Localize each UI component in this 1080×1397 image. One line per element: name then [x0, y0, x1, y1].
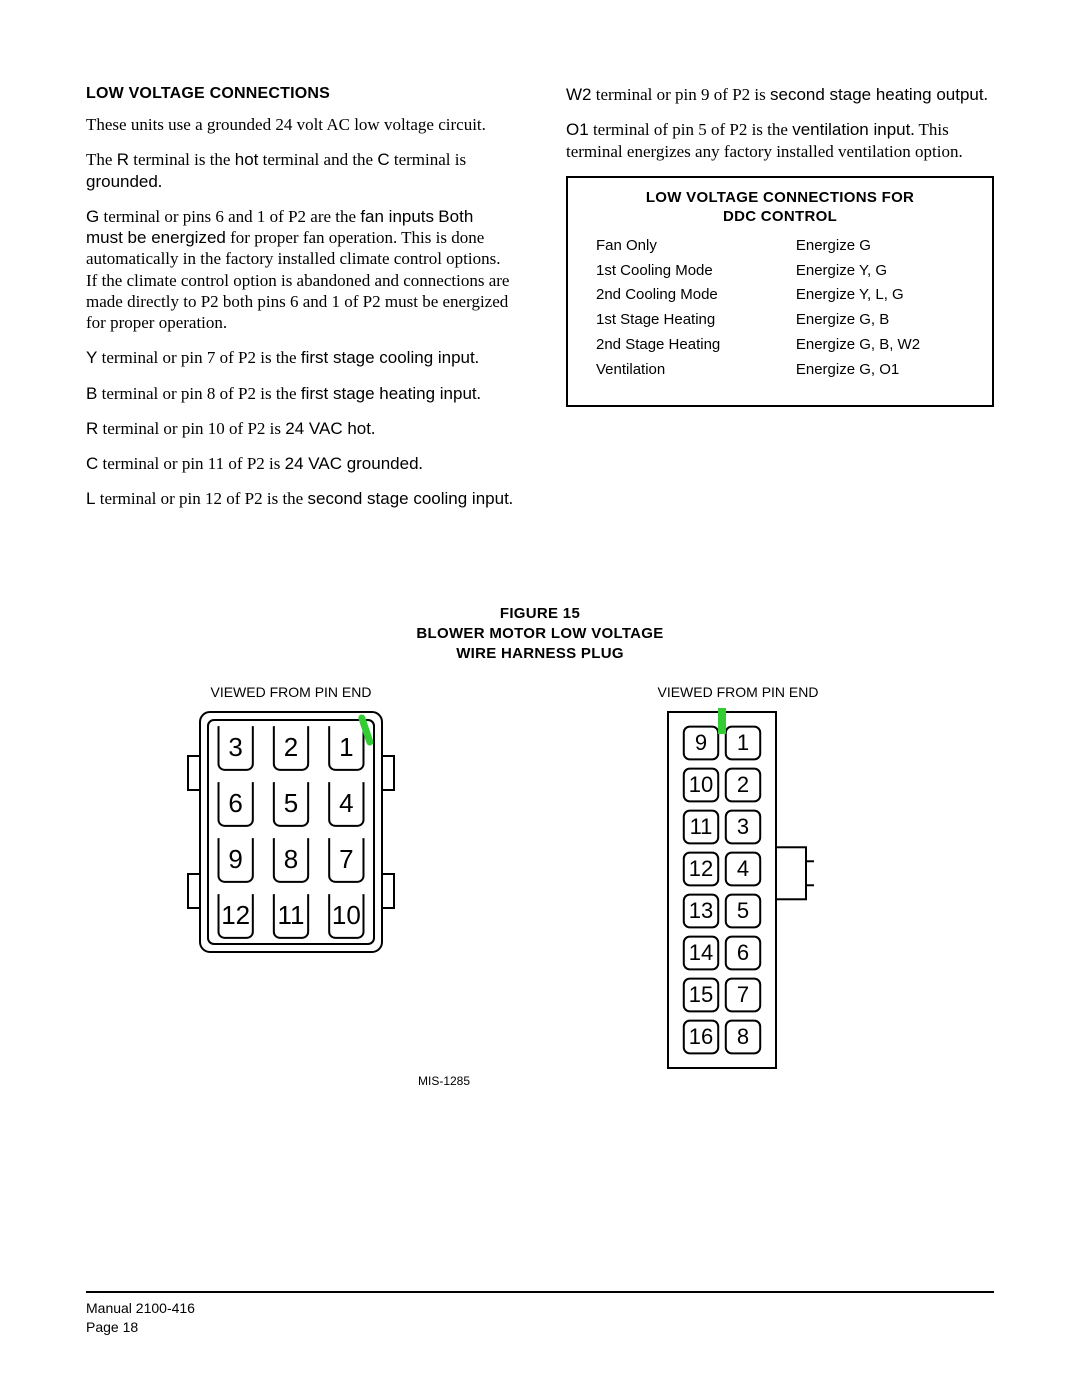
page-footer: Manual 2100-416 Page 18: [86, 1291, 994, 1337]
svg-text:14: 14: [689, 940, 713, 965]
paragraph-intro: These units use a grounded 24 volt AC lo…: [86, 114, 514, 135]
ddc-row: 2nd Stage HeatingEnergize G, B, W2: [582, 336, 978, 355]
footer-manual: Manual 2100-416: [86, 1299, 994, 1318]
left-plug-caption: VIEWED FROM PIN END: [210, 684, 371, 700]
svg-text:11: 11: [690, 814, 713, 839]
svg-text:7: 7: [737, 982, 749, 1007]
svg-text:1: 1: [737, 730, 749, 755]
ddc-action: Energize G, B, W2: [796, 336, 978, 355]
right-column: W2 terminal or pin 9 of P2 is second sta…: [566, 84, 994, 524]
svg-text:6: 6: [737, 940, 749, 965]
ddc-mode: Fan Only: [582, 237, 796, 256]
paragraph-l: L terminal or pin 12 of P2 is the second…: [86, 488, 514, 509]
left-plug-block: VIEWED FROM PIN END 3 2 1 6 5 4 9 8 7 12 11 10: [186, 684, 396, 956]
paragraph-y: Y terminal or pin 7 of P2 is the first s…: [86, 347, 514, 368]
ddc-title: LOW VOLTAGE CONNECTIONS FOR DDC CONTROL: [582, 188, 978, 227]
ddc-mode: 2nd Stage Heating: [582, 336, 796, 355]
svg-text:2: 2: [284, 732, 298, 762]
ddc-row: 1st Stage HeatingEnergize G, B: [582, 311, 978, 330]
left-plug-diagram: 3 2 1 6 5 4 9 8 7 12 11 10: [186, 708, 396, 956]
ddc-action: Energize Y, G: [796, 262, 978, 281]
svg-text:9: 9: [695, 730, 707, 755]
svg-text:8: 8: [737, 1024, 749, 1049]
left-column: LOW VOLTAGE CONNECTIONS These units use …: [86, 84, 514, 524]
ddc-row: 2nd Cooling ModeEnergize Y, L, G: [582, 286, 978, 305]
ddc-mode: 1st Cooling Mode: [582, 262, 796, 281]
paragraph-o1: O1 terminal of pin 5 of P2 is the ventil…: [566, 119, 994, 162]
svg-text:3: 3: [737, 814, 749, 839]
svg-text:13: 13: [689, 898, 713, 923]
svg-text:7: 7: [339, 844, 353, 874]
svg-text:10: 10: [689, 772, 713, 797]
ddc-action: Energize G, B: [796, 311, 978, 330]
ddc-row: 1st Cooling ModeEnergize Y, G: [582, 262, 978, 281]
svg-text:12: 12: [221, 900, 250, 930]
svg-text:6: 6: [228, 788, 242, 818]
paragraph-g: G terminal or pins 6 and 1 of P2 are the…: [86, 206, 514, 334]
ddc-control-box: LOW VOLTAGE CONNECTIONS FOR DDC CONTROL …: [566, 176, 994, 408]
svg-text:12: 12: [689, 856, 713, 881]
svg-text:9: 9: [228, 844, 242, 874]
svg-text:1: 1: [339, 732, 353, 762]
mis-label: MIS-1285: [418, 1074, 470, 1088]
section-heading: LOW VOLTAGE CONNECTIONS: [86, 84, 514, 104]
svg-text:2: 2: [737, 772, 749, 797]
svg-text:10: 10: [332, 900, 361, 930]
two-column-content: LOW VOLTAGE CONNECTIONS These units use …: [86, 84, 994, 524]
svg-text:3: 3: [228, 732, 242, 762]
figure-area: FIGURE 15 BLOWER MOTOR LOW VOLTAGE WIRE …: [86, 604, 994, 1073]
ddc-action: Energize G: [796, 237, 978, 256]
ddc-mode: Ventilation: [582, 361, 796, 380]
right-plug-block: VIEWED FROM PIN END 9 1 10 2 11 3 12 4 13 5 14 6 15 7…: [652, 684, 824, 1072]
footer-page: Page 18: [86, 1318, 994, 1337]
paragraph-w2: W2 terminal or pin 9 of P2 is second sta…: [566, 84, 994, 105]
right-plug-diagram: 9 1 10 2 11 3 12 4 13 5 14 6 15 7 16 8: [652, 708, 824, 1072]
svg-text:8: 8: [284, 844, 298, 874]
ddc-action: Energize Y, L, G: [796, 286, 978, 305]
paragraph-r-c: The R terminal is the hot terminal and t…: [86, 149, 514, 192]
svg-text:11: 11: [278, 900, 305, 930]
ddc-mode: 2nd Cooling Mode: [582, 286, 796, 305]
plugs-row: VIEWED FROM PIN END 321654987121110 VIEW…: [86, 684, 994, 1072]
figure-title: FIGURE 15 BLOWER MOTOR LOW VOLTAGE WIRE …: [86, 604, 994, 665]
ddc-row: VentilationEnergize G, O1: [582, 361, 978, 380]
svg-text:5: 5: [284, 788, 298, 818]
paragraph-r2: R terminal or pin 10 of P2 is 24 VAC hot…: [86, 418, 514, 439]
svg-text:16: 16: [689, 1024, 713, 1049]
svg-text:15: 15: [689, 982, 713, 1007]
paragraph-b: B terminal or pin 8 of P2 is the first s…: [86, 383, 514, 404]
ddc-table: Fan OnlyEnergize G1st Cooling ModeEnergi…: [582, 237, 978, 380]
svg-text:4: 4: [737, 856, 749, 881]
ddc-action: Energize G, O1: [796, 361, 978, 380]
right-plug-caption: VIEWED FROM PIN END: [657, 684, 818, 700]
ddc-mode: 1st Stage Heating: [582, 311, 796, 330]
paragraph-c2: C terminal or pin 11 of P2 is 24 VAC gro…: [86, 453, 514, 474]
ddc-row: Fan OnlyEnergize G: [582, 237, 978, 256]
svg-text:4: 4: [339, 788, 353, 818]
svg-text:5: 5: [737, 898, 749, 923]
